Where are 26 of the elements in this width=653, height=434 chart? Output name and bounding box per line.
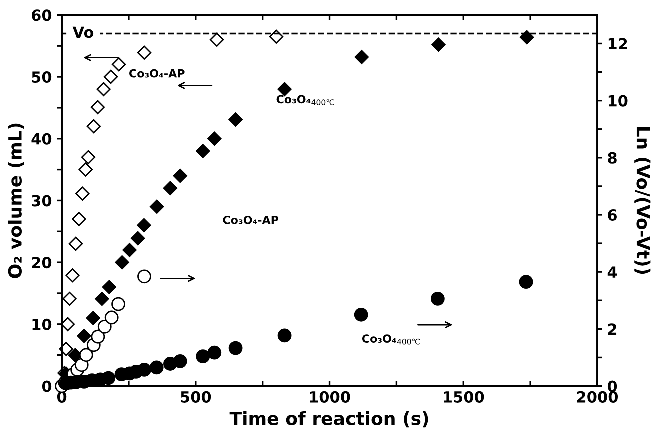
y-tick-label: 50 xyxy=(32,72,52,84)
x-tick-label: 1000 xyxy=(310,391,350,403)
y2-tick-label: 12 xyxy=(608,38,628,50)
y-tick-label: 30 xyxy=(32,195,52,207)
annotation: Co₃O₄$_{400℃}$ xyxy=(362,334,420,345)
x-tick-label: 1500 xyxy=(444,391,484,403)
y-tick-label: 40 xyxy=(32,133,52,145)
ref-line-label: Vo xyxy=(72,26,94,38)
x-axis-title: Time of reaction (s) xyxy=(230,411,428,428)
y2-tick-label: 10 xyxy=(608,95,628,107)
y2-tick-label: 4 xyxy=(608,266,618,278)
y-tick-label: 60 xyxy=(32,10,52,22)
y-axis-title: O₂ volume (mL) xyxy=(8,124,24,278)
y2-tick-label: 2 xyxy=(608,324,617,335)
annotation: Co₃O₄-AP xyxy=(223,216,279,224)
annotation: Co₃O₄$_{400℃}$ xyxy=(276,95,334,106)
y2-tick-label: 0 xyxy=(608,380,618,392)
y-tick-label: 0 xyxy=(42,380,52,392)
y2-tick-label: 6 xyxy=(608,209,618,222)
y-tick-label: 20 xyxy=(32,257,52,269)
x-tick-label: 500 xyxy=(181,391,212,403)
y-tick-label: 10 xyxy=(32,318,52,330)
y2-axis-title: Ln (Vo/(Vo-Vt)) xyxy=(634,127,651,274)
annotation: Co₃O₄-AP xyxy=(130,69,185,78)
y2-tick-label: 8 xyxy=(608,152,617,164)
x-tick-label: 2000 xyxy=(577,391,618,403)
